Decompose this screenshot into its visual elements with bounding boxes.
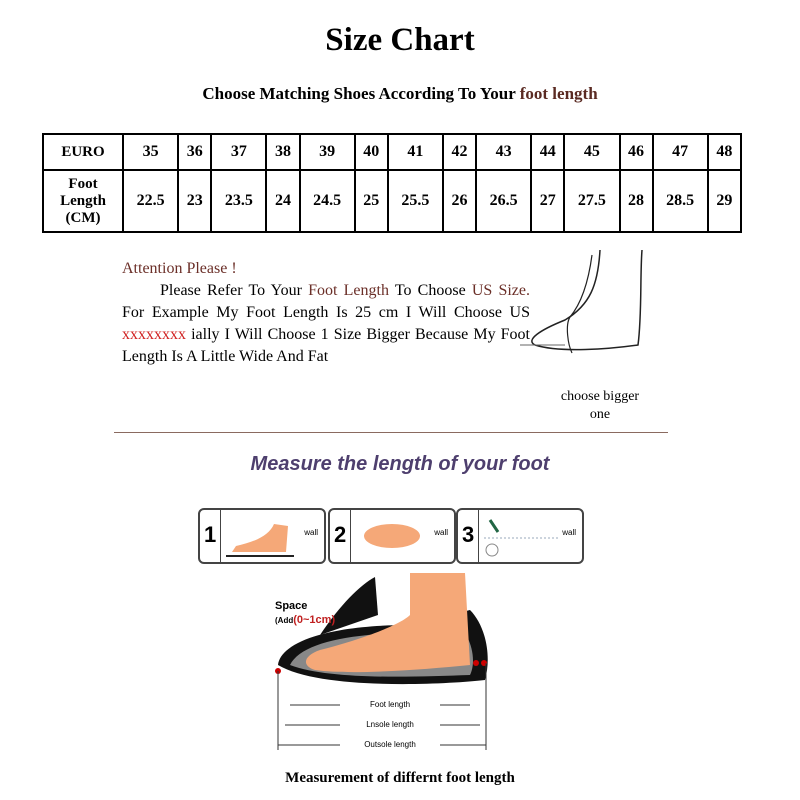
euro-size-cell: 37 <box>210 133 268 171</box>
attention-note: Attention Please ! Please Refer To Your … <box>122 258 530 368</box>
note-heading: Attention Please ! <box>122 260 237 277</box>
euro-size-cell: 38 <box>265 133 301 171</box>
euro-size-cell: 42 <box>441 133 478 171</box>
subtitle-accent: foot length <box>519 84 598 103</box>
euro-size-cell: 40 <box>353 133 389 171</box>
euro-size-cell: 35 <box>121 133 180 171</box>
foot-length-cell: 22.5 <box>121 169 180 233</box>
foot-length-cell: 26 <box>441 169 478 233</box>
outsole-length-label: Outsole length <box>340 740 440 749</box>
euro-size-cell: 36 <box>177 133 213 171</box>
euro-size-cell: 47 <box>651 133 709 171</box>
foot-length-cell: 27.5 <box>563 169 621 233</box>
foot-length-label: Foot length <box>340 700 440 709</box>
measure-title: Measure the length of your foot <box>250 453 550 475</box>
space-label: Space <box>275 600 308 612</box>
foot-length-cell: 29 <box>706 169 743 233</box>
foot-length-cell: 27 <box>530 169 566 233</box>
subtitle-text: Choose Matching Shoes According To Your <box>202 84 520 103</box>
foot-length-header: Foot Length (CM) <box>42 169 124 233</box>
foot-length-cell: 23 <box>177 169 213 233</box>
euro-size-cell: 45 <box>563 133 621 171</box>
bottom-caption: Measurement of differnt foot length <box>285 770 515 786</box>
euro-size-cell: 46 <box>618 133 654 171</box>
foot-length-cell: 28 <box>618 169 654 233</box>
add-label: (Add(0~1cm) <box>275 614 336 626</box>
euro-header: EURO <box>42 133 124 171</box>
foot-length-cell: 24.5 <box>298 169 356 233</box>
page-title: Size Chart <box>325 22 475 58</box>
euro-size-cell: 44 <box>530 133 566 171</box>
step-3: 3 wall <box>456 508 584 564</box>
choose-bigger-label: choose bigger one <box>560 389 640 422</box>
subtitle: Choose Matching Shoes According To Your … <box>0 84 800 104</box>
euro-size-cell: 39 <box>298 133 356 171</box>
euro-size-cell: 41 <box>386 133 444 171</box>
foot-length-cell: 26.5 <box>475 169 533 233</box>
foot-length-cell: 28.5 <box>651 169 709 233</box>
euro-size-cell: 43 <box>475 133 533 171</box>
foot-length-cell: 23.5 <box>210 169 268 233</box>
insole-length-label: Lnsole length <box>340 720 440 729</box>
step-1: 1 wall <box>198 508 326 564</box>
foot-length-cell: 24 <box>265 169 301 233</box>
foot-length-cell: 25 <box>353 169 389 233</box>
foot-sketch-icon <box>520 249 643 354</box>
ruler-icon <box>484 519 560 557</box>
note-body: Please Refer To Your Foot Length To Choo… <box>122 282 531 365</box>
divider <box>114 432 668 433</box>
size-table: EURO 35 36 37 38 39 40 41 42 43 44 45 46 47 48 Foot Le… <box>42 133 743 233</box>
euro-size-cell: 48 <box>706 133 743 171</box>
foot-length-cell: 25.5 <box>386 169 444 233</box>
step-2: 2 wall <box>328 508 456 564</box>
foot-top-icon <box>364 524 420 548</box>
foot-side-icon <box>226 524 294 557</box>
